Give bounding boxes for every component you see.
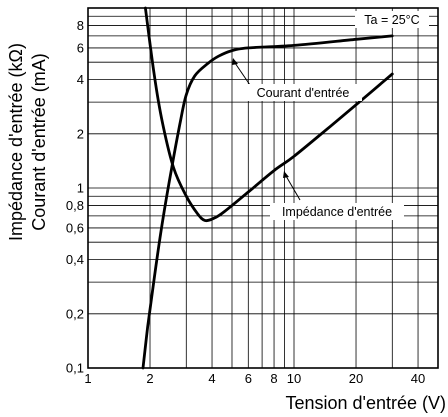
y-tick-label: 0,8	[66, 198, 84, 213]
y-tick-label: 0,6	[66, 220, 84, 235]
x-tick-label: 8	[270, 371, 277, 386]
x-tick-label: 6	[245, 371, 252, 386]
y-axis-title-current: Courant d'entrée (mA)	[29, 53, 49, 231]
grid-lines	[88, 8, 438, 368]
y-tick-label: 0,1	[66, 361, 84, 376]
y-tick-label: 2	[77, 126, 84, 141]
x-tick-label: 1	[84, 371, 91, 386]
y-tick-label: 1	[77, 181, 84, 196]
curves	[141, 6, 394, 370]
y-tick-label: 0,2	[66, 306, 84, 321]
x-tick-label: 2	[146, 371, 153, 386]
input-current-curve	[141, 34, 394, 370]
current-label-arrowhead	[232, 58, 238, 65]
y-tick-label: 6	[77, 40, 84, 55]
current-label-pointer	[234, 62, 251, 86]
y-tick-label: 4	[77, 72, 84, 87]
y-tick-label: 8	[77, 18, 84, 33]
y-tick-label: 0,4	[66, 252, 84, 267]
x-tick-labels: 1 2 4 6 8 10 20 40	[84, 371, 425, 386]
x-tick-label: 40	[411, 371, 425, 386]
impedance-label-bg	[270, 203, 404, 220]
x-tick-label: 4	[208, 371, 215, 386]
x-tick-label: 20	[349, 371, 363, 386]
condition-label: Ta = 25°C	[364, 13, 419, 27]
impedance-series-label: Impédance d'entrée	[282, 205, 392, 219]
plot-frame	[87, 7, 439, 369]
x-axis-title: Tension d'entrée (V)	[285, 393, 446, 413]
current-series-label: Courant d'entrée	[257, 86, 350, 100]
x-tick-label: 10	[287, 371, 301, 386]
y-tick-labels: 0,1 0,2 0,4 0,6 0,8 1 2 4 6 8	[66, 18, 84, 376]
impedance-label-pointer	[285, 175, 301, 201]
y-axis-title-impedance: Impédance d'entrée (kΩ)	[6, 43, 26, 241]
current-label-bg	[244, 84, 362, 101]
condition-box	[355, 11, 429, 28]
input-impedance-curve	[144, 6, 394, 223]
impedance-label-arrowhead	[283, 171, 289, 178]
